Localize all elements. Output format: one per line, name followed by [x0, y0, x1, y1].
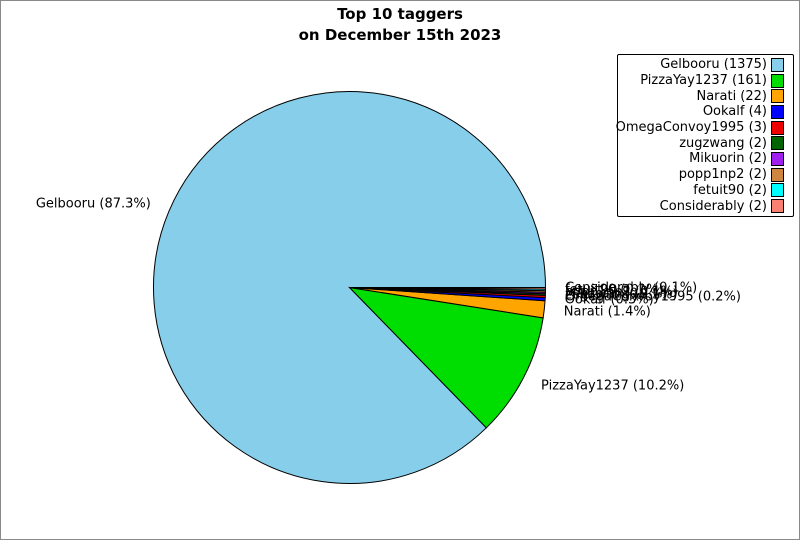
legend-label-zugzwang: zugzwang (2) — [679, 135, 767, 151]
legend-swatch-Narati — [771, 89, 784, 104]
legend: Gelbooru (1375) PizzaYay1237 (161) Narati … — [616, 54, 794, 217]
legend-swatch-Considerably — [771, 199, 784, 214]
legend-item-popp1np2: popp1np2 (2) — [623, 167, 784, 183]
legend-label-Narati: Narati (22) — [696, 88, 767, 104]
legend-swatch-zugzwang — [771, 136, 784, 151]
legend-item-Ookalf: Ookalf (4) — [623, 104, 784, 120]
legend-item-Narati: Narati (22) — [623, 88, 784, 104]
legend-item-Mikuorin: Mikuorin (2) — [623, 151, 784, 167]
legend-swatch-Mikuorin — [771, 151, 784, 166]
legend-item-PizzaYay1237: PizzaYay1237 (161) — [623, 73, 784, 89]
pie-slice-PizzaYay1237 — [348, 286, 544, 429]
chart-title: Top 10 taggers on December 15th 2023 — [1, 4, 799, 46]
legend-swatch-Ookalf — [771, 104, 784, 119]
legend-label-Mikuorin: Mikuorin (2) — [689, 151, 767, 167]
legend-label-PizzaYay1237: PizzaYay1237 (161) — [640, 73, 767, 89]
legend-item-OmegaConvoy1995: OmegaConvoy1995 (3) — [616, 120, 784, 136]
legend-item-fetuit90: fetuit90 (2) — [623, 183, 784, 199]
legend-swatch-PizzaYay1237 — [771, 73, 784, 88]
legend-label-OmegaConvoy1995: OmegaConvoy1995 (3) — [615, 120, 767, 136]
legend-swatch-fetuit90 — [771, 183, 784, 198]
chart-title-line1: Top 10 taggers — [337, 5, 463, 23]
pie-slice-Considerably — [349, 287, 547, 290]
legend-swatch-OmegaConvoy1995 — [771, 120, 784, 135]
legend-swatch-Gelbooru — [771, 57, 784, 72]
legend-swatch-popp1np2 — [771, 167, 784, 182]
legend-item-Considerably: Considerably (2) — [623, 198, 784, 214]
legend-item-Gelbooru: Gelbooru (1375) — [623, 57, 784, 73]
legend-label-Considerably: Considerably (2) — [659, 198, 767, 214]
legend-item-zugzwang: zugzwang (2) — [623, 135, 784, 151]
legend-label-popp1np2: popp1np2 (2) — [678, 167, 767, 183]
legend-label-Ookalf: Ookalf (4) — [702, 104, 767, 120]
legend-label-Gelbooru: Gelbooru (1375) — [660, 57, 767, 73]
legend-label-fetuit90: fetuit90 (2) — [693, 182, 767, 198]
chart-title-line2: on December 15th 2023 — [298, 26, 502, 44]
